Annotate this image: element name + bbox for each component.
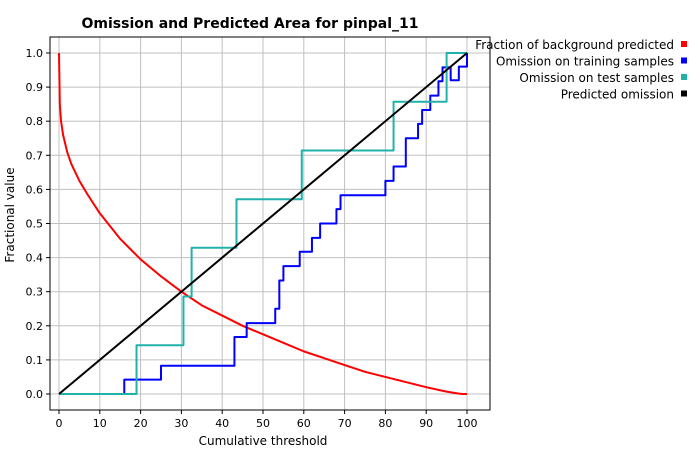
x-tick-label: 90 (419, 417, 433, 430)
legend-swatch (681, 74, 687, 80)
y-tick-label: 0.4 (26, 252, 44, 265)
y-tick-label: 1.0 (26, 47, 44, 60)
x-tick-label: 10 (93, 417, 107, 430)
legend-label: Omission on training samples (496, 55, 674, 69)
x-tick-label: 0 (56, 417, 63, 430)
x-tick-label: 60 (297, 417, 311, 430)
grid-lines (50, 37, 490, 410)
legend: Fraction of background predicted Omission… (475, 38, 687, 102)
y-tick-label: 0.2 (26, 320, 44, 333)
y-tick-label: 0.1 (26, 354, 44, 367)
x-tick-label: 30 (174, 417, 188, 430)
series-line-2 (59, 52, 467, 395)
legend-swatch (681, 41, 687, 47)
legend-label: Predicted omission (561, 88, 674, 102)
x-tick-label: 80 (378, 417, 392, 430)
y-tick-label: 0.7 (26, 149, 44, 162)
series-line-3 (58, 52, 468, 395)
legend-swatch (681, 90, 687, 97)
legend-label: Omission on test samples (519, 71, 674, 85)
y-tick-label: 0.5 (26, 218, 44, 231)
x-tick-label: 100 (457, 417, 478, 430)
x-axis-label: Cumulative threshold (199, 434, 328, 448)
x-tick-label: 50 (256, 417, 270, 430)
y-tick-label: 0.9 (26, 81, 44, 94)
series-line-1 (59, 53, 468, 395)
legend-label: Fraction of background predicted (475, 38, 674, 52)
y-tick-label: 0.6 (26, 183, 44, 196)
chart-title: Omission and Predicted Area for pinpal_1… (82, 16, 419, 32)
x-tick-label: 40 (215, 417, 229, 430)
axis-ticks: 0 10 20 30 40 50 60 70 80 90 100 0.0 0.1 0.2 0.3 0.4 0.5… (26, 47, 478, 430)
series-lines (58, 52, 468, 395)
x-tick-label: 70 (338, 417, 352, 430)
y-axis-label: Fractional value (3, 167, 17, 262)
y-tick-label: 0.3 (26, 286, 44, 299)
y-tick-label: 0.8 (26, 115, 44, 128)
y-tick-label: 0.0 (26, 388, 44, 401)
x-tick-label: 20 (134, 417, 148, 430)
legend-swatch (681, 57, 687, 64)
series-line-0 (58, 52, 467, 395)
